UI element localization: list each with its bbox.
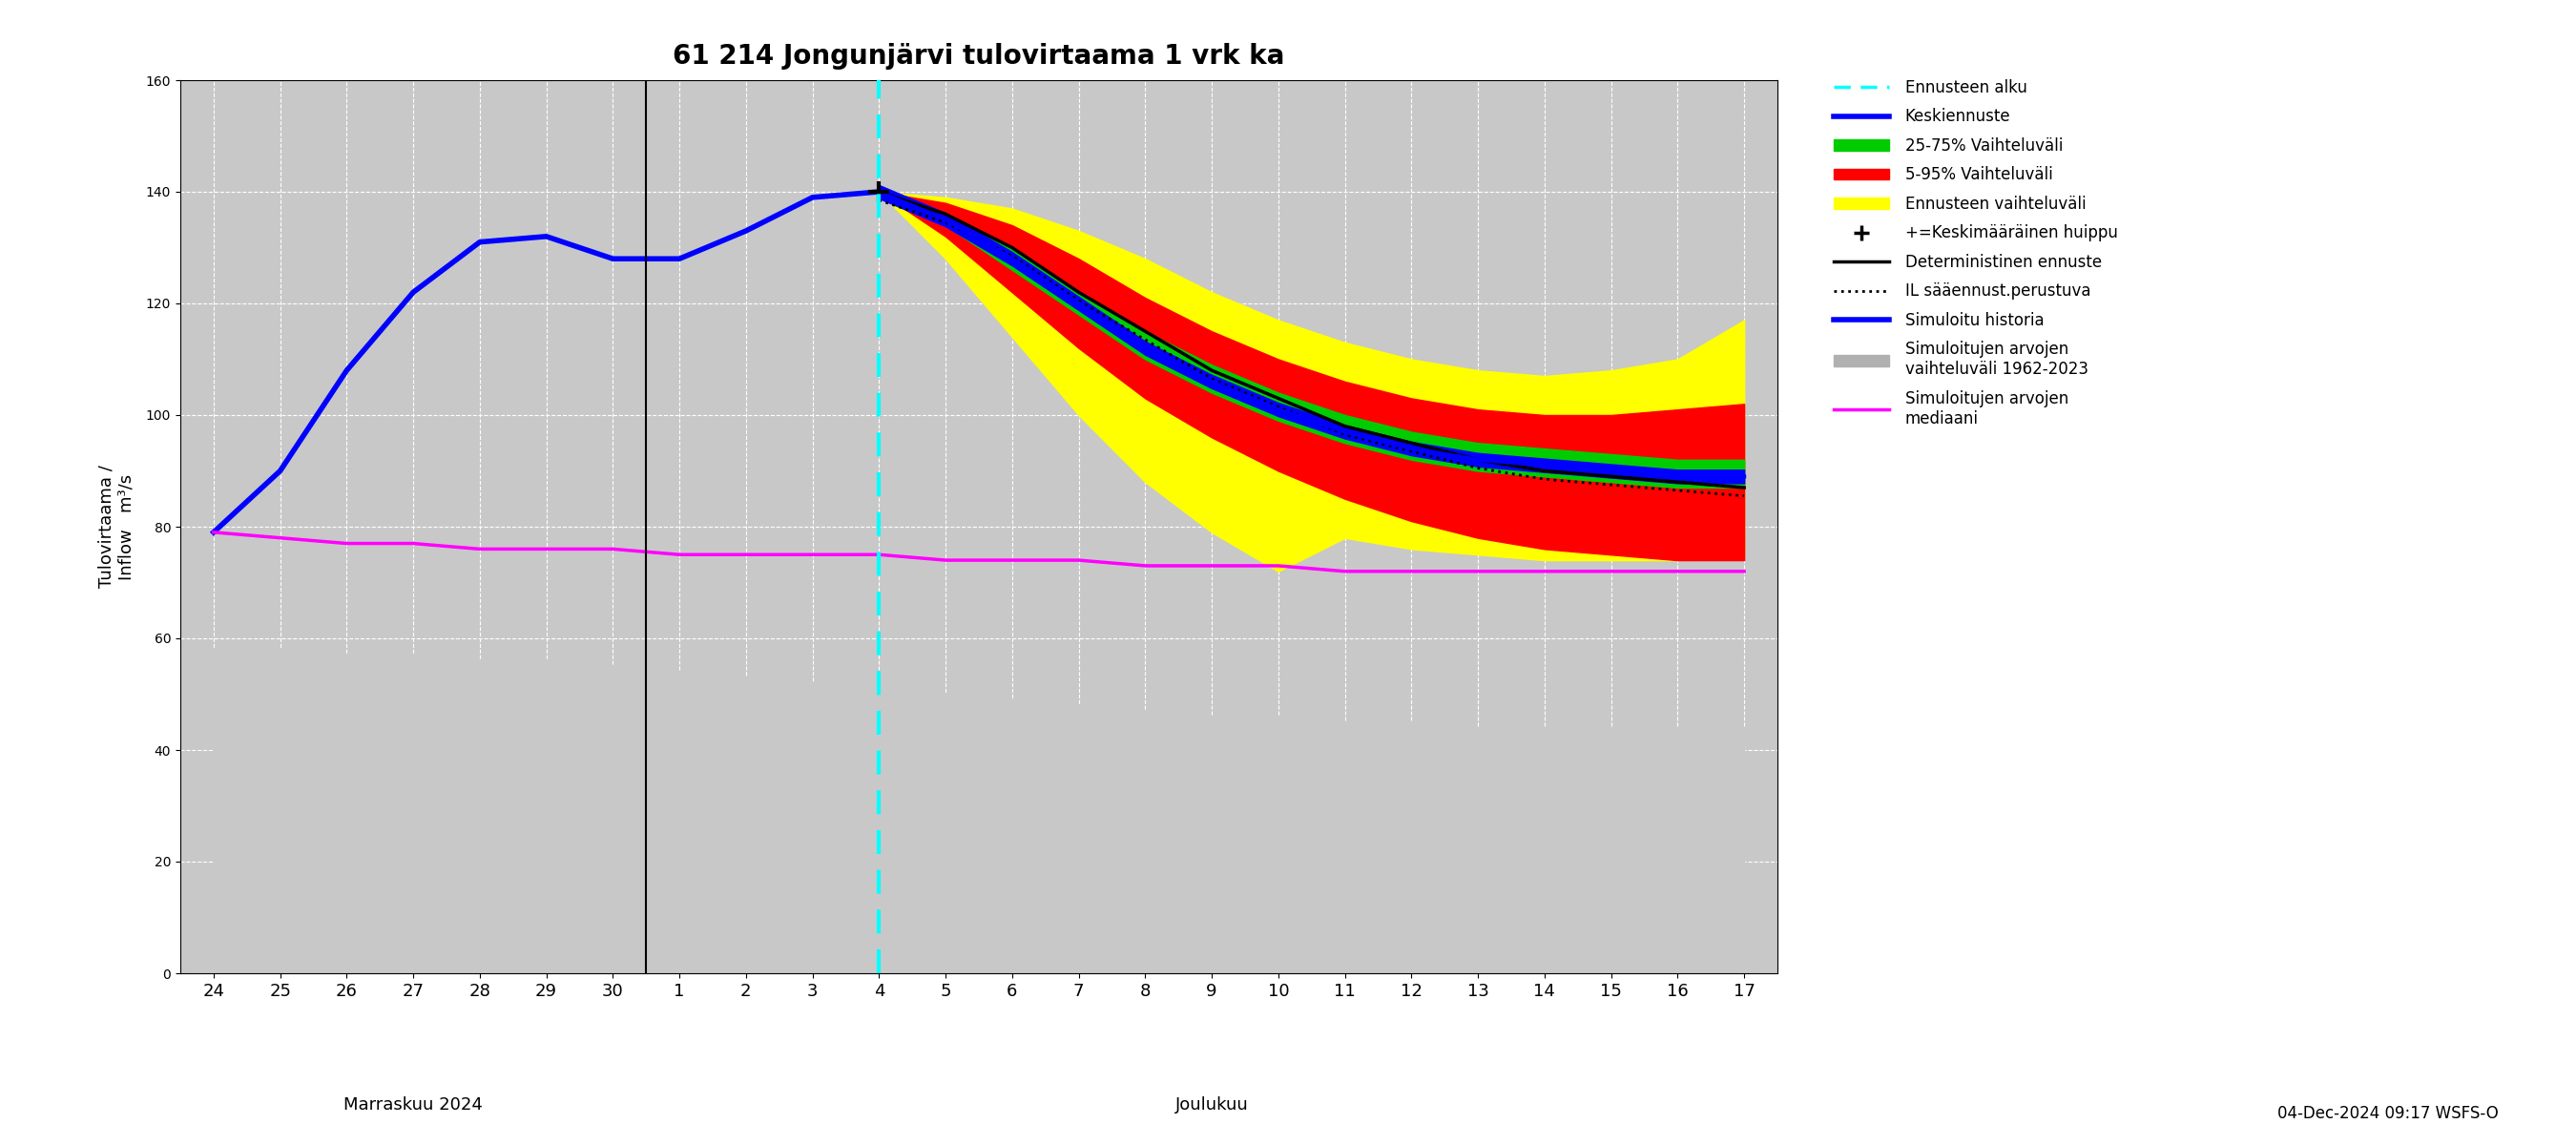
Text: 04-Dec-2024 09:17 WSFS-O: 04-Dec-2024 09:17 WSFS-O [2277,1105,2499,1122]
Title: 61 214 Jongunjärvi tulovirtaama 1 vrk ka: 61 214 Jongunjärvi tulovirtaama 1 vrk ka [672,44,1285,70]
Text: Joulukuu: Joulukuu [1175,1096,1249,1113]
Y-axis label: Tulovirtaama /
Inflow   m³/s: Tulovirtaama / Inflow m³/s [98,465,134,589]
Text: Marraskuu 2024: Marraskuu 2024 [343,1096,482,1113]
Legend: Ennusteen alku, Keskiennuste, 25-75% Vaihteluväli, 5-95% Vaihteluväli, Ennusteen: Ennusteen alku, Keskiennuste, 25-75% Vai… [1834,79,2117,427]
